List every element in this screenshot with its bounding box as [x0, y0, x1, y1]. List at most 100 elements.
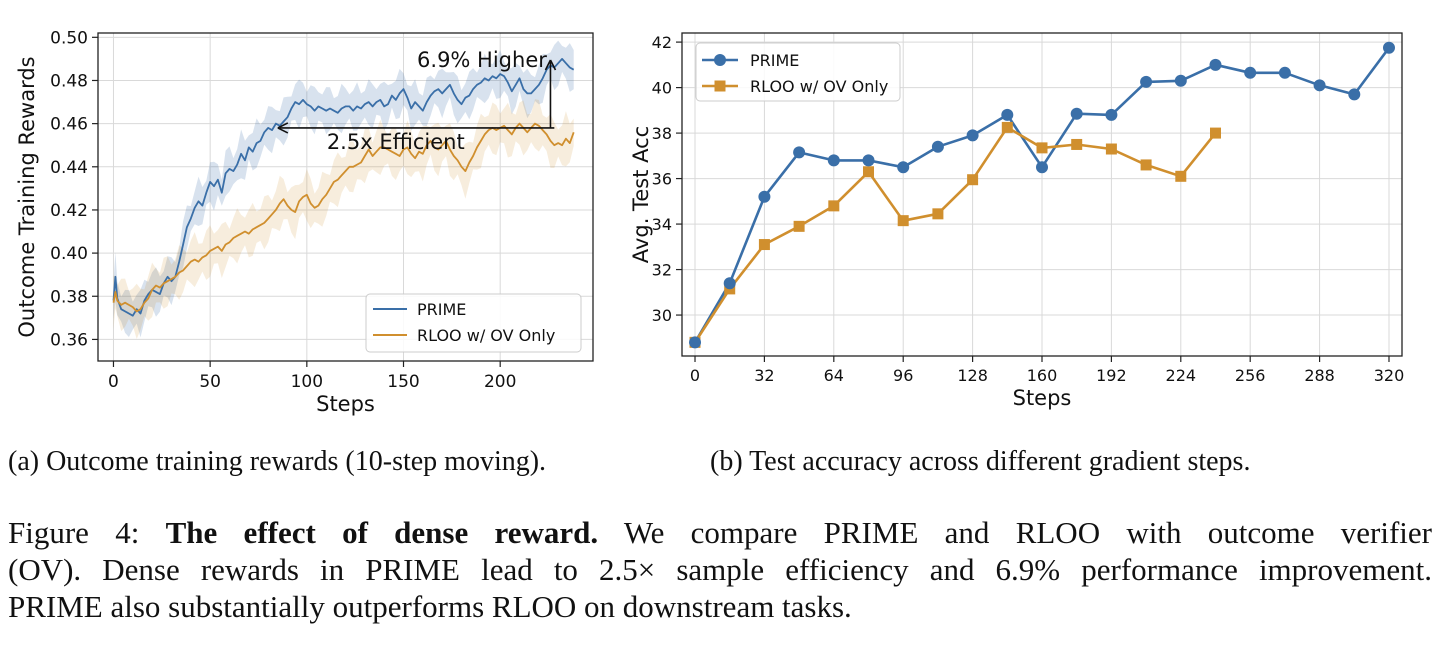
y-tick-label: 0.36 [50, 330, 88, 350]
chart-b-markers [689, 41, 1395, 349]
data-point-prime [1313, 79, 1326, 92]
data-point-prime [1174, 74, 1187, 87]
chart-b-y-label: Avg. Test Acc [629, 126, 653, 263]
x-tick-label: 50 [199, 372, 221, 392]
data-point-prime [1001, 108, 1014, 121]
data-point-prime [1140, 75, 1153, 88]
legend-label-prime: PRIME [417, 300, 466, 319]
data-point-prime [793, 146, 806, 159]
data-point-prime [897, 161, 910, 174]
data-point-prime [1382, 41, 1395, 54]
series-line [693, 126, 1217, 344]
subcaption-a: (a) Outcome training rewards (10-step mo… [8, 446, 547, 477]
x-tick-label: 160 [1027, 366, 1058, 385]
caption-line-1: Figure 4: The effect of dense reward. We… [8, 514, 1432, 551]
series-band [113, 99, 574, 339]
annotation-higher: 6.9% Higher [417, 48, 547, 72]
chart-a-legend: PRIME RLOO w/ OV Only [365, 293, 582, 353]
x-tick-label: 192 [1096, 366, 1127, 385]
figure-charts: 0 50 100 150 200 0.36 0.38 0.40 0.42 0.44 0.46 0.4… [15, 28, 1404, 416]
chart-a-lines [112, 58, 575, 317]
x-tick-label: 200 [484, 372, 516, 392]
data-point-prime [1209, 58, 1222, 71]
data-point-rloo [863, 166, 875, 178]
chart-a-frame [97, 32, 594, 362]
legend-label-rloo: RLOO w/ OV Only [417, 326, 555, 345]
data-point-prime [1348, 88, 1361, 101]
x-tick-label: 0 [690, 366, 700, 385]
caption-line-1-rest: We compare PRIME and RLOO with outcome v… [623, 515, 1432, 550]
annotation-efficient: 2.5x Efficient [327, 130, 465, 154]
y-tick-label: 0.46 [50, 115, 88, 135]
chart-a-bands [113, 40, 574, 339]
data-point-prime [723, 277, 736, 290]
data-point-prime [827, 154, 840, 167]
data-point-prime [1070, 107, 1083, 120]
chart-a-x-ticks: 0 50 100 150 200 [108, 361, 516, 392]
chart-b-x-label: Steps [1013, 386, 1072, 410]
chart-b: 0 32 64 96 128 160 192 224 256 288 320 30 32 34 36 38 4… [629, 32, 1404, 410]
legend-marker-prime [714, 54, 726, 66]
y-tick-label: 42 [652, 33, 672, 52]
arrow-head [544, 59, 557, 71]
y-tick-label: 38 [652, 124, 672, 143]
data-point-rloo [897, 215, 909, 227]
series-band [113, 40, 574, 338]
data-point-rloo [1071, 138, 1083, 150]
data-point-prime [966, 129, 979, 142]
y-tick-label: 34 [652, 215, 672, 234]
data-point-rloo [1036, 142, 1048, 154]
y-tick-label: 0.40 [50, 244, 88, 264]
chart-a-y-label: Outcome Training Rewards [15, 56, 39, 337]
caption-title: The effect of dense reward. [165, 515, 599, 550]
y-tick-label: 32 [652, 261, 672, 280]
figure-label: Figure 4: [8, 515, 140, 550]
data-point-rloo [1175, 170, 1187, 182]
x-tick-label: 320 [1374, 366, 1405, 385]
x-tick-label: 100 [291, 372, 323, 392]
x-tick-label: 256 [1235, 366, 1266, 385]
chart-a: 0 50 100 150 200 0.36 0.38 0.40 0.42 0.44 0.46 0.4… [15, 28, 594, 416]
legend-label-prime: PRIME [750, 51, 799, 70]
chart-b-x-ticks: 0 32 64 96 128 160 192 224 256 288 320 [690, 356, 1404, 385]
data-point-rloo [758, 239, 770, 251]
legend-label-rloo: RLOO w/ OV Only [750, 77, 888, 96]
chart-a-arrows [277, 59, 557, 134]
data-point-prime [689, 336, 702, 349]
data-point-prime [1105, 108, 1118, 121]
x-tick-label: 64 [824, 366, 844, 385]
y-tick-label: 0.48 [50, 71, 88, 91]
data-point-prime [1244, 66, 1257, 79]
y-tick-label: 0.50 [50, 28, 88, 48]
x-tick-label: 150 [387, 372, 419, 392]
data-point-rloo [1140, 159, 1152, 171]
chart-b-legend: PRIME RLOO w/ OV Only [695, 42, 901, 102]
data-point-rloo [1105, 143, 1117, 155]
y-tick-label: 40 [652, 79, 672, 98]
caption-line-2: (OV). Dense rewards in PRIME lead to 2.5… [8, 552, 1432, 587]
data-point-prime [862, 154, 875, 167]
x-tick-label: 288 [1304, 366, 1335, 385]
arrow-head [277, 122, 289, 134]
chart-a-y-ticks: 0.36 0.38 0.40 0.42 0.44 0.46 0.48 0.50 [50, 28, 98, 350]
x-tick-label: 96 [893, 366, 913, 385]
data-point-rloo [828, 200, 840, 212]
data-point-prime [758, 190, 771, 203]
data-point-prime [1278, 66, 1291, 79]
chart-b-y-ticks: 30 32 34 36 38 40 42 [652, 33, 682, 325]
y-tick-label: 36 [652, 170, 672, 189]
x-tick-label: 32 [754, 366, 774, 385]
data-point-prime [931, 140, 944, 153]
y-tick-label: 0.44 [50, 158, 88, 178]
series-line [112, 58, 575, 317]
data-point-rloo [1001, 121, 1013, 133]
data-point-prime [1036, 161, 1048, 174]
legend-marker-rloo [714, 80, 726, 92]
caption-line-3: PRIME also substantially outperforms RLO… [8, 589, 852, 624]
y-tick-label: 30 [652, 306, 672, 325]
chart-a-grid [98, 33, 593, 361]
x-tick-label: 224 [1166, 366, 1197, 385]
data-point-rloo [1209, 127, 1221, 139]
x-tick-label: 0 [108, 372, 119, 392]
y-tick-label: 0.42 [50, 201, 88, 221]
